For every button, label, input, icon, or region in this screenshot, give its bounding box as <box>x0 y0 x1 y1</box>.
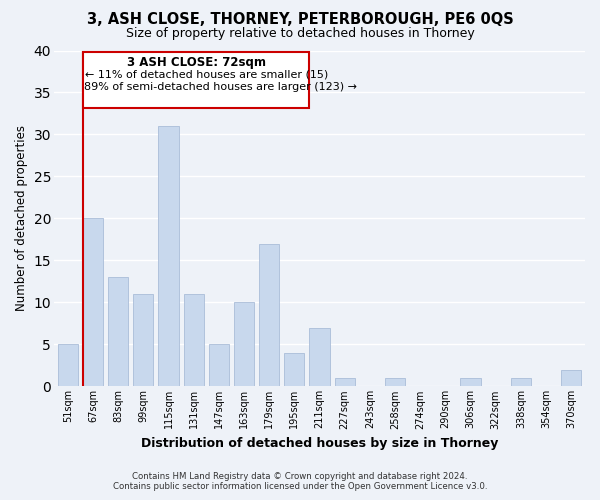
Bar <box>209 344 229 387</box>
Text: Contains HM Land Registry data © Crown copyright and database right 2024.
Contai: Contains HM Land Registry data © Crown c… <box>113 472 487 491</box>
Bar <box>561 370 581 386</box>
Text: ← 11% of detached houses are smaller (15): ← 11% of detached houses are smaller (15… <box>85 70 329 80</box>
X-axis label: Distribution of detached houses by size in Thorney: Distribution of detached houses by size … <box>141 437 498 450</box>
Bar <box>385 378 405 386</box>
Bar <box>511 378 531 386</box>
Bar <box>133 294 154 386</box>
Bar <box>83 218 103 386</box>
Bar <box>335 378 355 386</box>
Bar <box>284 353 304 386</box>
Bar <box>58 344 78 387</box>
Text: 3, ASH CLOSE, THORNEY, PETERBOROUGH, PE6 0QS: 3, ASH CLOSE, THORNEY, PETERBOROUGH, PE6… <box>86 12 514 28</box>
Bar <box>259 244 279 386</box>
Text: Size of property relative to detached houses in Thorney: Size of property relative to detached ho… <box>125 28 475 40</box>
Bar <box>158 126 179 386</box>
Text: 89% of semi-detached houses are larger (123) →: 89% of semi-detached houses are larger (… <box>84 82 357 92</box>
Bar <box>108 277 128 386</box>
Bar <box>310 328 329 386</box>
Bar <box>83 52 310 108</box>
Y-axis label: Number of detached properties: Number of detached properties <box>15 126 28 312</box>
Bar <box>184 294 204 386</box>
Bar <box>234 302 254 386</box>
Bar <box>460 378 481 386</box>
Text: 3 ASH CLOSE: 72sqm: 3 ASH CLOSE: 72sqm <box>127 56 266 68</box>
